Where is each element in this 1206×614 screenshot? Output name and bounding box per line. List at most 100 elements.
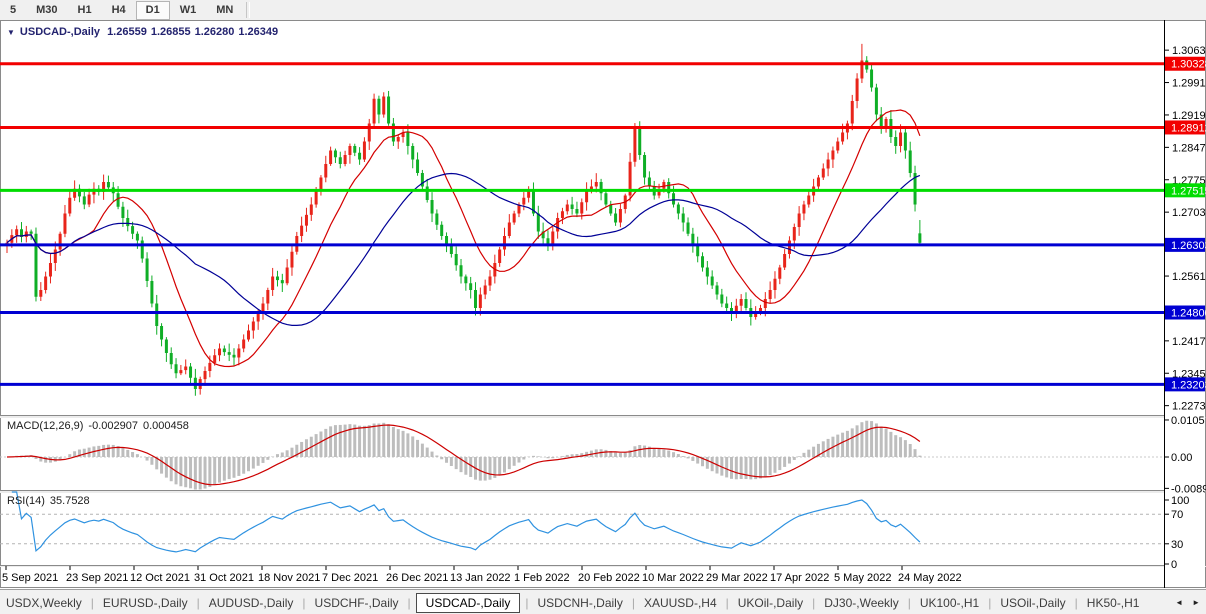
timeframe-button-m30[interactable]: M30: [36, 3, 58, 16]
candle-body: [638, 128, 642, 155]
candle-body: [367, 123, 371, 142]
candle-body: [807, 195, 811, 205]
tab-separator: |: [525, 595, 529, 610]
candle-body: [527, 191, 531, 198]
chart-window[interactable]: 1.306301.299101.291901.284701.277501.270…: [0, 20, 1206, 589]
ma-slow-line: [6, 172, 921, 326]
candle-body: [879, 114, 883, 128]
ohlc-high: 1.26855: [150, 26, 191, 38]
timeframe-button-d1[interactable]: D1: [135, 0, 170, 20]
timeframe-button-mn[interactable]: MN: [216, 3, 234, 16]
price-chart-canvas[interactable]: 1.306301.299101.291901.284701.277501.270…: [0, 20, 1206, 589]
candle-body: [34, 233, 38, 297]
candle-body: [169, 353, 173, 365]
candle-body: [580, 202, 584, 214]
candle-body: [150, 281, 154, 304]
candle-body: [300, 225, 304, 236]
candle-body: [430, 200, 434, 214]
candle-body: [24, 231, 28, 237]
candle-body: [710, 276, 714, 286]
macd-name: MACD(12,26,9): [7, 420, 84, 432]
candle-body: [884, 119, 888, 128]
chart-tab-usdcad-daily[interactable]: USDCAD-,Daily: [415, 592, 521, 613]
candle-body: [604, 193, 608, 205]
candle-body: [575, 209, 579, 214]
chart-tab-audusd-daily[interactable]: AUDUSD-,Daily: [208, 595, 294, 610]
candle-body: [29, 231, 33, 234]
candle-body: [227, 352, 231, 355]
timeframe-button-h4[interactable]: H4: [111, 3, 126, 16]
chart-tab-eurusd-daily[interactable]: EURUSD-,Daily: [102, 595, 188, 610]
candle-body: [831, 150, 835, 160]
date-label: 13 Jan 2022: [450, 572, 511, 584]
price-badge-1.26303: [1165, 237, 1205, 252]
candle-body: [773, 278, 777, 290]
candle-body: [556, 218, 560, 232]
ohlc-open: 1.26559: [107, 26, 147, 38]
candle-body: [87, 194, 91, 205]
pane-splitter[interactable]: [0, 415, 1206, 418]
toolbar-separator: [246, 2, 251, 18]
candle-body: [319, 177, 323, 191]
candle-body: [58, 233, 62, 250]
candle-body: [401, 132, 405, 137]
chart-tab-usdchf-daily[interactable]: USDCHF-,Daily: [314, 595, 399, 610]
rsi-name: RSI(14): [7, 495, 45, 507]
chart-tab-ukoil-daily[interactable]: UKOil-,Daily: [737, 595, 804, 610]
date-label: 23 Sep 2021: [66, 572, 128, 584]
price-tick-label: 1.29190: [1172, 110, 1206, 122]
candle-body: [594, 182, 598, 187]
candle-body: [164, 339, 168, 353]
chart-tab-usdx-weekly[interactable]: USDX,Weekly: [6, 595, 82, 610]
chart-tab-hk50-h1[interactable]: HK50-,H1: [1086, 595, 1140, 610]
candle-body: [160, 326, 164, 340]
timeframe-button-5[interactable]: 5: [10, 3, 17, 16]
date-axis[interactable]: 5 Sep 2021 23 Sep 2021 12 Oct 2021 31 Oct 2…: [2, 566, 962, 584]
candle-body: [618, 209, 622, 223]
candle-body: [435, 213, 439, 225]
chart-dropdown-icon[interactable]: ▼: [7, 28, 15, 37]
candle-body: [174, 364, 178, 374]
candle-body: [387, 96, 391, 124]
price-badge-label: 1.26303: [1171, 240, 1206, 252]
date-label: 26 Dec 2021: [386, 572, 448, 584]
chart-tab-usdcnh-daily[interactable]: USDCNH-,Daily: [537, 595, 623, 610]
candle-body: [609, 204, 613, 214]
price-tick-label: 1.22730: [1172, 401, 1206, 413]
timeframe-button-h1[interactable]: H1: [77, 3, 92, 16]
candle-body: [126, 218, 130, 227]
rsi-value: 35.7528: [49, 495, 90, 507]
candle-body: [681, 213, 685, 223]
candle-body: [459, 265, 463, 277]
candle-body: [208, 362, 212, 371]
macd-pane: [0, 420, 1164, 490]
candle-body: [730, 308, 733, 313]
candle-body: [474, 290, 478, 308]
candle-body: [768, 290, 772, 299]
date-label: 10 Mar 2022: [642, 572, 704, 584]
price-tick-label: 1.23450: [1172, 368, 1206, 380]
candle-body: [145, 258, 149, 281]
chart-tab-uk100-h1[interactable]: UK100-,H1: [919, 595, 980, 610]
tab-scroll-left-icon[interactable]: ◄: [1175, 598, 1184, 607]
chart-tab-usoil-daily[interactable]: USOil-,Daily: [1000, 595, 1066, 610]
candle-body: [218, 348, 222, 356]
pane-splitter[interactable]: [0, 490, 1206, 493]
timeframe-button-w1[interactable]: W1: [179, 3, 197, 16]
price-axis[interactable]: 1.306301.299101.291901.284701.277501.270…: [1164, 20, 1206, 588]
price-badge-label: 1.23203: [1171, 379, 1206, 391]
candle-body: [720, 294, 724, 304]
chart-tab-dj30-weekly[interactable]: DJ30-,Weekly: [824, 595, 899, 610]
candle-body: [382, 96, 386, 115]
tab-scroll-right-icon[interactable]: ►: [1192, 598, 1200, 607]
candle-body: [787, 240, 791, 254]
candle-body: [701, 256, 705, 268]
candle-body: [488, 276, 492, 286]
candle-body: [570, 204, 574, 209]
candle-body: [19, 229, 23, 237]
candle-body: [213, 355, 217, 363]
macd-axis-label: 0.00: [1171, 452, 1192, 464]
chart-tab-xauusd-h4[interactable]: XAUUSD-,H4: [643, 595, 717, 610]
candle-body: [531, 191, 535, 214]
